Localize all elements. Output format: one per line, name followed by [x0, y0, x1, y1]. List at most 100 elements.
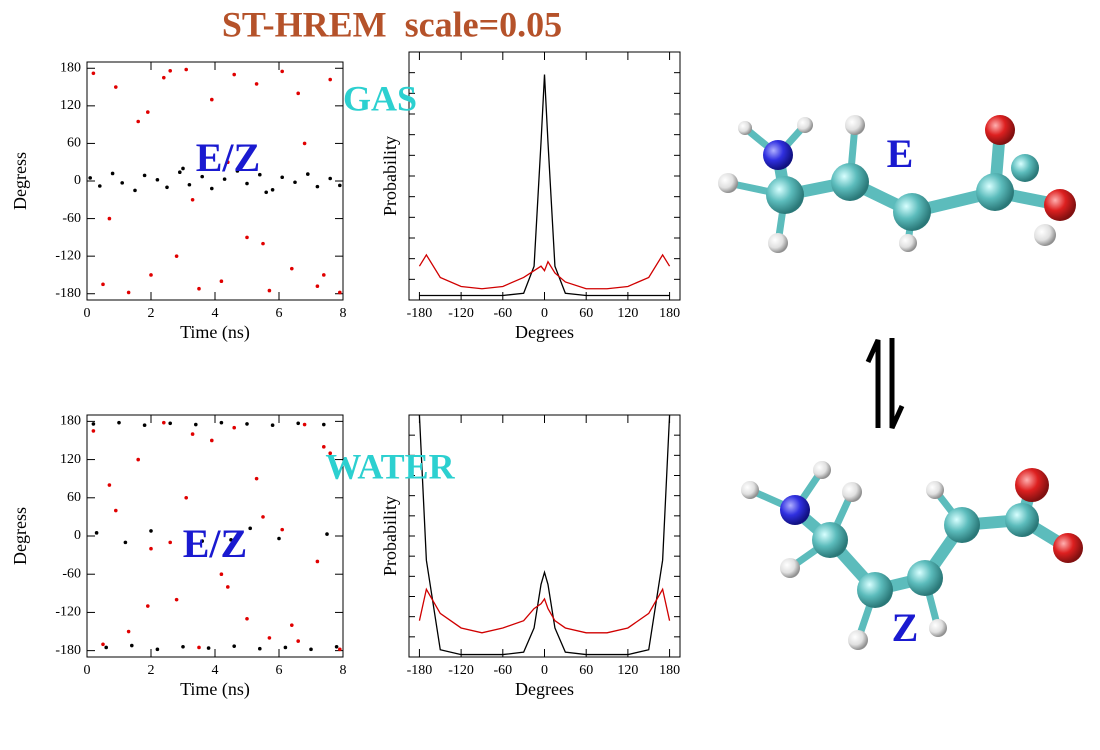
x-tick-label: 2	[148, 306, 155, 321]
data-point	[245, 235, 249, 240]
y-tick-label: -120	[55, 248, 81, 263]
isomer-label: E	[887, 131, 914, 176]
data-point	[302, 141, 307, 146]
data-point	[232, 72, 236, 77]
data-point	[126, 290, 131, 295]
data-point	[315, 184, 320, 189]
data-point	[302, 422, 307, 427]
data-point	[290, 623, 294, 627]
plot-frame	[86, 61, 344, 301]
data-point	[91, 429, 96, 433]
data-point	[328, 451, 333, 456]
annotation: GAS	[343, 78, 417, 118]
data-point	[315, 559, 320, 564]
annotation: E/Z	[196, 135, 260, 180]
data-point	[248, 526, 252, 531]
data-point	[261, 515, 265, 519]
data-point	[104, 645, 108, 650]
x-tick-label: 120	[617, 306, 638, 321]
data-point	[155, 647, 160, 652]
data-point	[126, 629, 131, 634]
x-tick-label: 60	[579, 306, 593, 321]
data-point	[174, 597, 179, 602]
probability-line	[418, 253, 671, 290]
data-point	[325, 532, 329, 536]
data-point	[155, 177, 160, 182]
y-tick-label: 180	[60, 414, 81, 429]
data-point	[146, 110, 150, 114]
data-point	[174, 254, 179, 258]
data-point	[120, 181, 124, 185]
data-point	[200, 539, 204, 543]
data-point	[232, 644, 236, 648]
data-point	[245, 616, 249, 621]
plot-frame	[408, 51, 681, 301]
data-point	[107, 483, 112, 487]
data-point	[328, 176, 333, 181]
molecule-e	[718, 115, 1076, 253]
x-tick-label: 0	[541, 663, 548, 678]
data-point	[136, 119, 140, 124]
y-tick-label: 120	[60, 98, 81, 113]
data-point	[254, 476, 259, 481]
data-point	[165, 185, 169, 190]
probability-line	[418, 587, 671, 634]
data-point	[130, 643, 134, 648]
data-point	[219, 572, 224, 577]
data-point	[277, 536, 281, 541]
data-point	[290, 266, 294, 271]
data-point	[328, 77, 333, 82]
equilibrium-arrows	[865, 338, 905, 430]
isomer-label: Z	[892, 605, 919, 650]
data-point	[226, 160, 230, 165]
data-point	[338, 183, 342, 188]
data-point	[296, 91, 301, 96]
data-point	[142, 423, 147, 427]
data-point	[338, 290, 342, 295]
data-point	[229, 538, 233, 542]
data-point	[210, 186, 214, 191]
data-point	[181, 166, 185, 171]
y-tick-label: 60	[67, 490, 81, 505]
x-tick-label: 60	[579, 663, 593, 678]
data-point	[146, 604, 150, 608]
data-point	[322, 445, 326, 449]
data-point	[149, 529, 153, 533]
y-axis-title: Probability	[380, 136, 400, 216]
probability-line	[419, 74, 670, 297]
data-point	[254, 82, 259, 86]
data-point	[309, 647, 313, 652]
y-tick-label: -60	[62, 566, 81, 581]
data-point	[280, 69, 285, 74]
x-axis-title: Degrees	[515, 679, 574, 699]
data-point	[190, 432, 195, 436]
x-tick-label: 120	[617, 663, 638, 678]
data-point	[232, 425, 236, 430]
data-point	[178, 170, 182, 175]
data-point	[136, 457, 140, 462]
data-point	[261, 241, 265, 246]
x-axis-title: Degrees	[515, 322, 574, 342]
data-point	[168, 421, 172, 426]
x-axis-title: Time (ns)	[180, 679, 250, 700]
data-point	[94, 531, 99, 535]
data-point	[168, 540, 172, 545]
data-point	[117, 420, 121, 425]
data-point	[270, 187, 275, 192]
x-tick-label: 2	[148, 663, 155, 678]
data-point	[267, 636, 272, 640]
y-tick-label: -120	[55, 605, 81, 620]
data-point	[184, 495, 188, 500]
y-tick-label: -180	[55, 643, 81, 658]
y-tick-label: 120	[60, 452, 81, 467]
x-tick-label: 6	[276, 663, 283, 678]
data-point	[306, 172, 310, 176]
x-tick-label: -180	[407, 306, 433, 321]
y-axis-title: Degress	[10, 152, 30, 210]
data-point	[296, 421, 301, 426]
x-tick-label: 0	[541, 306, 548, 321]
data-point	[296, 639, 301, 643]
x-tick-label: -60	[493, 663, 512, 678]
data-point	[197, 645, 201, 650]
data-point	[245, 181, 249, 186]
